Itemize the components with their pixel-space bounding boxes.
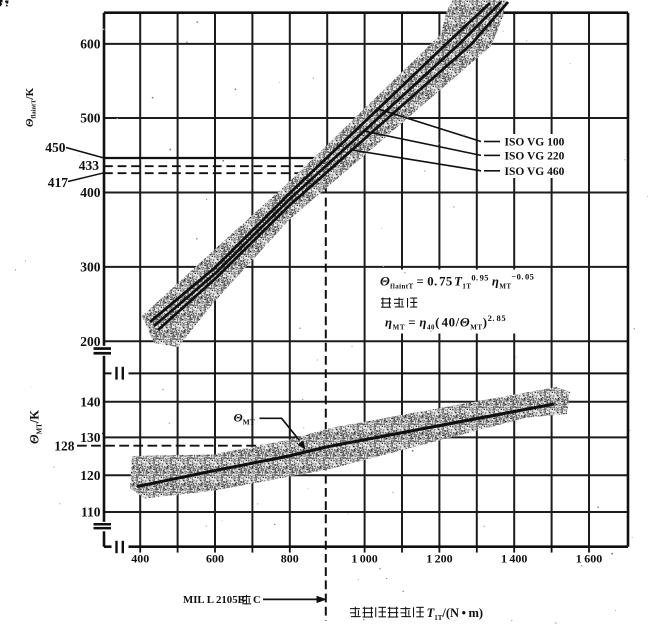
svg-text:1 600: 1 600 xyxy=(576,552,602,566)
svg-text:C: C xyxy=(253,594,261,606)
svg-text:200: 200 xyxy=(80,334,101,349)
svg-text:450: 450 xyxy=(45,140,66,155)
svg-text:130: 130 xyxy=(80,430,101,445)
svg-text:800: 800 xyxy=(281,552,299,566)
svg-text:140: 140 xyxy=(80,395,101,410)
svg-text:ISO VG 100: ISO VG 100 xyxy=(505,137,565,149)
svg-text:433: 433 xyxy=(79,158,100,173)
svg-text:128: 128 xyxy=(54,439,75,454)
svg-text:300: 300 xyxy=(80,260,101,275)
svg-text:110: 110 xyxy=(81,505,101,520)
svg-text:600: 600 xyxy=(206,552,224,566)
svg-text:417: 417 xyxy=(48,175,69,190)
svg-text:ΘflaintT = 0. 75 T1T0. 95 ηMT−: ΘflaintT = 0. 75 T1T0. 95 ηMT−0. 05 xyxy=(380,272,534,291)
svg-text:ISO VG 220: ISO VG 220 xyxy=(505,151,565,163)
svg-text:MIL L 2105B: MIL L 2105B xyxy=(183,594,245,606)
svg-text:600: 600 xyxy=(80,37,101,52)
svg-text:1 400: 1 400 xyxy=(501,552,527,566)
svg-text:ISO VG 460: ISO VG 460 xyxy=(505,166,565,178)
svg-text:1 000: 1 000 xyxy=(351,552,377,566)
svg-text:ηMT = η40( 40/ΘMT)2. 85: ηMT = η40( 40/ΘMT)2. 85 xyxy=(385,313,506,331)
svg-text:120: 120 xyxy=(80,468,101,483)
svg-text:1 200: 1 200 xyxy=(426,552,452,566)
svg-text:400: 400 xyxy=(80,185,101,200)
svg-text:400: 400 xyxy=(131,552,149,566)
svg-text:T1T/(N • m): T1T/(N • m) xyxy=(427,606,483,622)
svg-text:500: 500 xyxy=(80,111,101,126)
svg-text:ΘMT/K: ΘMT/K xyxy=(28,410,44,444)
